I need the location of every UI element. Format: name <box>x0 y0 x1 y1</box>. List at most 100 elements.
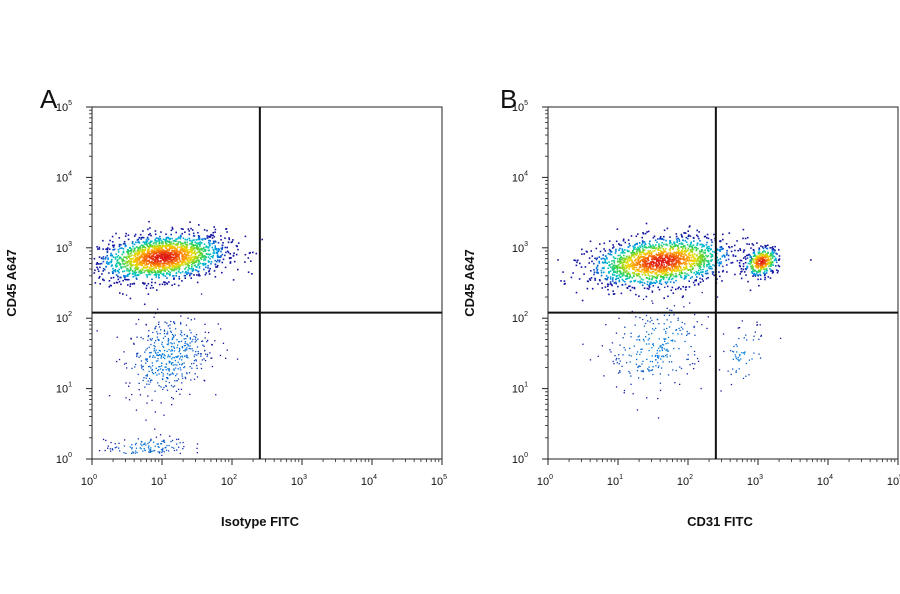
event-dot <box>652 345 655 347</box>
event-dot <box>606 277 609 280</box>
event-dot <box>654 272 657 274</box>
event-dot <box>111 235 114 238</box>
event-dot <box>691 254 694 257</box>
event-dot <box>740 259 743 262</box>
event-dot <box>763 259 766 261</box>
event-dot <box>600 258 603 260</box>
event-dot <box>650 369 652 372</box>
event-dot <box>636 252 638 255</box>
event-dot <box>641 236 643 239</box>
event-dot <box>162 263 165 266</box>
event-dot <box>607 252 610 255</box>
event-dot <box>197 246 200 249</box>
event-dot <box>186 334 188 337</box>
event-dot <box>171 249 173 252</box>
event-dot <box>146 257 148 260</box>
event-dot <box>668 242 671 245</box>
event-dot <box>629 285 631 287</box>
event-dot <box>617 261 619 263</box>
event-dot <box>775 252 777 255</box>
event-dot <box>178 275 180 278</box>
event-dot <box>702 251 705 254</box>
event-dot <box>618 264 620 266</box>
event-dot <box>630 336 632 338</box>
event-dot <box>186 335 188 338</box>
event-dot <box>200 363 202 365</box>
event-dot <box>124 262 126 265</box>
event-dot <box>657 265 659 267</box>
event-dot <box>765 253 767 256</box>
event-dot <box>603 261 606 264</box>
event-dot <box>645 268 648 270</box>
event-dot <box>157 237 159 240</box>
event-dot <box>153 274 156 276</box>
event-dot <box>672 245 675 248</box>
event-dot <box>753 335 755 337</box>
event-dot <box>701 246 703 248</box>
event-dot <box>131 367 133 370</box>
event-dot <box>169 247 171 250</box>
event-dot <box>628 242 630 245</box>
event-dot <box>691 253 694 256</box>
event-dot <box>644 232 647 235</box>
event-dot <box>692 263 694 266</box>
event-dot <box>195 242 198 244</box>
event-dot <box>163 332 166 335</box>
event-dot <box>168 381 170 384</box>
event-dot <box>605 278 608 281</box>
event-dot <box>706 241 708 244</box>
event-dot <box>135 409 138 411</box>
event-dot <box>603 242 606 245</box>
event-dot <box>596 268 599 271</box>
event-dot <box>605 275 608 277</box>
event-dot <box>142 267 144 269</box>
event-dot <box>629 259 632 261</box>
event-dot <box>689 364 691 366</box>
event-dot <box>138 255 141 258</box>
event-dot <box>652 244 654 246</box>
event-dot <box>165 256 168 259</box>
panel-a-x-ticks: 100 101 102 103 104 105 <box>81 459 447 488</box>
event-dot <box>178 256 181 259</box>
event-dot <box>156 354 158 356</box>
event-dot <box>648 333 650 336</box>
event-dot <box>691 268 694 270</box>
event-dot <box>647 273 650 276</box>
event-dot <box>696 276 698 278</box>
event-dot <box>152 261 155 264</box>
event-dot <box>157 358 159 360</box>
event-dot <box>624 280 626 283</box>
event-dot <box>656 270 659 272</box>
event-dot <box>706 247 708 249</box>
event-dot <box>155 367 157 369</box>
event-dot <box>648 366 650 368</box>
event-dot <box>142 250 145 252</box>
event-dot <box>711 259 713 261</box>
event-dot <box>211 234 213 237</box>
event-dot <box>140 443 142 445</box>
event-dot <box>138 250 141 253</box>
event-dot <box>684 248 687 250</box>
event-dot <box>696 264 699 266</box>
event-dot <box>197 270 200 273</box>
event-dot <box>576 261 578 264</box>
event-dot <box>648 255 650 258</box>
event-dot <box>199 245 201 248</box>
event-dot <box>646 253 648 255</box>
event-dot <box>712 271 715 273</box>
event-dot <box>673 265 676 267</box>
event-dot <box>152 263 155 265</box>
event-dot <box>183 253 186 255</box>
event-dot <box>701 253 704 256</box>
event-dot <box>716 296 719 298</box>
event-dot <box>658 269 661 272</box>
event-dot <box>645 260 648 262</box>
event-dot <box>654 248 657 250</box>
event-dot <box>97 268 99 270</box>
event-dot <box>105 439 107 442</box>
event-dot <box>165 246 167 249</box>
event-dot <box>648 262 650 265</box>
event-dot <box>155 266 157 269</box>
event-dot <box>151 271 154 274</box>
event-dot <box>131 264 134 266</box>
